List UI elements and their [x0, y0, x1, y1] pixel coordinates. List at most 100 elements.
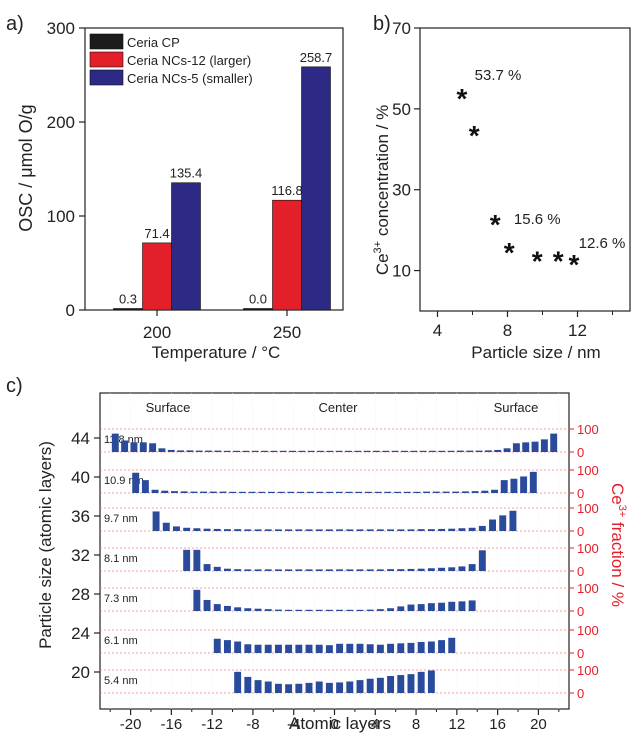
- panel-a-y-ticks: 0 100 200 300: [47, 19, 85, 320]
- panel-c-bar: [394, 491, 402, 493]
- panel-c-bar: [356, 609, 364, 611]
- panel-c-bar: [387, 608, 395, 611]
- panel-c-bar: [285, 644, 293, 653]
- panel-c-bar: [387, 529, 395, 531]
- panel-c-bar: [264, 529, 272, 531]
- panel-c-bar: [438, 528, 446, 531]
- panel-c-y-axis-title: Particle size (atomic layers): [36, 441, 55, 649]
- panel-c-bar: [458, 528, 466, 531]
- panel-c-bar: [448, 637, 456, 653]
- panel-c-bar: [326, 450, 334, 452]
- panel-a-value-label: 0.3: [119, 292, 137, 307]
- panel-a-x-axis-title: Temperature / °C: [152, 343, 281, 362]
- panel-c-bar: [407, 604, 415, 611]
- panel-c-bar: [195, 450, 203, 452]
- panel-c-bar: [410, 450, 418, 452]
- panel-c-bar: [264, 609, 272, 611]
- panel-c-region-labels: Surface Center Surface: [146, 400, 539, 415]
- panel-c-bar: [244, 569, 252, 571]
- panel-c-bar: [162, 522, 170, 531]
- panel-c-left-y-tick-label: 24: [71, 624, 90, 643]
- panel-c-right-y-tick-label: 100: [577, 581, 599, 596]
- panel-c-bar: [295, 529, 303, 531]
- panel-a-legend-swatch: [89, 69, 124, 86]
- panel-c-bar: [141, 480, 149, 493]
- panel-c-bar: [448, 528, 456, 531]
- panel-c-bar: [254, 608, 262, 611]
- panel-a-legend-swatch: [89, 33, 124, 50]
- panel-c-bar: [285, 609, 293, 611]
- panel-c-bar: [325, 609, 333, 611]
- panel-c-bar: [397, 643, 405, 653]
- panel-a-bar: [113, 308, 143, 311]
- panel-c-bar: [279, 450, 287, 452]
- panel-c-bar: [315, 569, 323, 571]
- panel-a-value-label: 135.4: [170, 166, 203, 181]
- panel-c: c) -20 -16 -12 -8 -4 0 4 8 12 16 20 44 40 36 32 28 24 20…: [6, 375, 628, 733]
- panel-c-bar: [428, 450, 436, 452]
- panel-c-bar: [121, 440, 129, 452]
- panel-c-bar: [167, 449, 175, 452]
- panel-c-bar: [326, 491, 334, 493]
- panel-c-right-y-tick-label: 0: [577, 604, 584, 619]
- panel-c-bar: [376, 677, 384, 693]
- panel-a-value-label: 116.8: [271, 183, 303, 198]
- panel-c-bar: [522, 442, 530, 452]
- panel-c-bar: [183, 549, 191, 571]
- panel-c-bar: [223, 529, 231, 531]
- panel-c-bar: [244, 644, 252, 653]
- panel-b-point: *: [457, 83, 468, 114]
- panel-b-x-tick-label: 12: [568, 321, 587, 340]
- panel-c-region-surface-left: Surface: [146, 400, 191, 415]
- panel-c-bar: [345, 491, 353, 493]
- panel-c-bar: [356, 529, 364, 531]
- panel-c-bar: [193, 589, 201, 611]
- panel-c-bar: [219, 491, 227, 493]
- panel-c-right-y-axis-title: Ce3+ fraction / %: [608, 483, 628, 607]
- panel-c-bar: [387, 569, 395, 571]
- panel-c-x-tick-label: -16: [161, 716, 183, 733]
- panel-b-plot-frame: [419, 27, 631, 312]
- panel-c-bar: [130, 442, 138, 452]
- panel-c-bar: [447, 450, 455, 452]
- panel-c-bar: [229, 491, 237, 493]
- panel-a-bar: [243, 308, 273, 311]
- panel-c-bar: [468, 600, 476, 611]
- panel-c-bar: [427, 641, 435, 653]
- panel-c-bar: [238, 491, 246, 493]
- panel-c-bar: [366, 644, 374, 653]
- panel-c-bar: [305, 529, 313, 531]
- panel-c-bar: [297, 491, 305, 493]
- panel-c-row-label: 6.1 nm: [104, 635, 138, 647]
- panel-c-bar: [267, 491, 275, 493]
- panel-c-bar: [354, 450, 362, 452]
- panel-b-y-axis-title: Ce3+ concentration / %: [372, 105, 392, 275]
- panel-c-bar: [417, 641, 425, 653]
- panel-c-bar: [466, 450, 474, 452]
- panel-b-y-axis-title-main: Ce: [373, 253, 392, 275]
- panel-c-right-y-tick-label: 100: [577, 541, 599, 556]
- panel-a-plot-frame: [84, 27, 344, 311]
- panel-c-bar: [325, 529, 333, 531]
- panel-c-bar: [448, 601, 456, 611]
- panel-c-bar: [407, 674, 415, 693]
- panel-b-y-tick-label: 30: [392, 181, 411, 200]
- panel-c-bar: [397, 675, 405, 693]
- panel-c-bar: [274, 609, 282, 611]
- panel-c-bar: [213, 604, 221, 611]
- panel-c-bar: [407, 642, 415, 653]
- panel-c-bar: [307, 450, 315, 452]
- panel-b-point: *: [569, 249, 580, 280]
- panel-c-bar: [376, 529, 384, 531]
- panel-b-y-tick-label: 10: [392, 262, 411, 281]
- panel-c-bar: [223, 568, 231, 571]
- panel-c-x-tick-label: 4: [371, 716, 379, 733]
- panel-c-bar: [295, 683, 303, 693]
- panel-c-bar: [254, 644, 262, 653]
- panel-b-x-axis-title: Particle size / nm: [471, 343, 600, 362]
- panel-c-bar: [484, 450, 492, 452]
- panel-b-point: *: [553, 245, 564, 276]
- panel-c-bar: [209, 491, 217, 493]
- panel-c-bar: [400, 450, 408, 452]
- panel-c-bar: [205, 450, 213, 452]
